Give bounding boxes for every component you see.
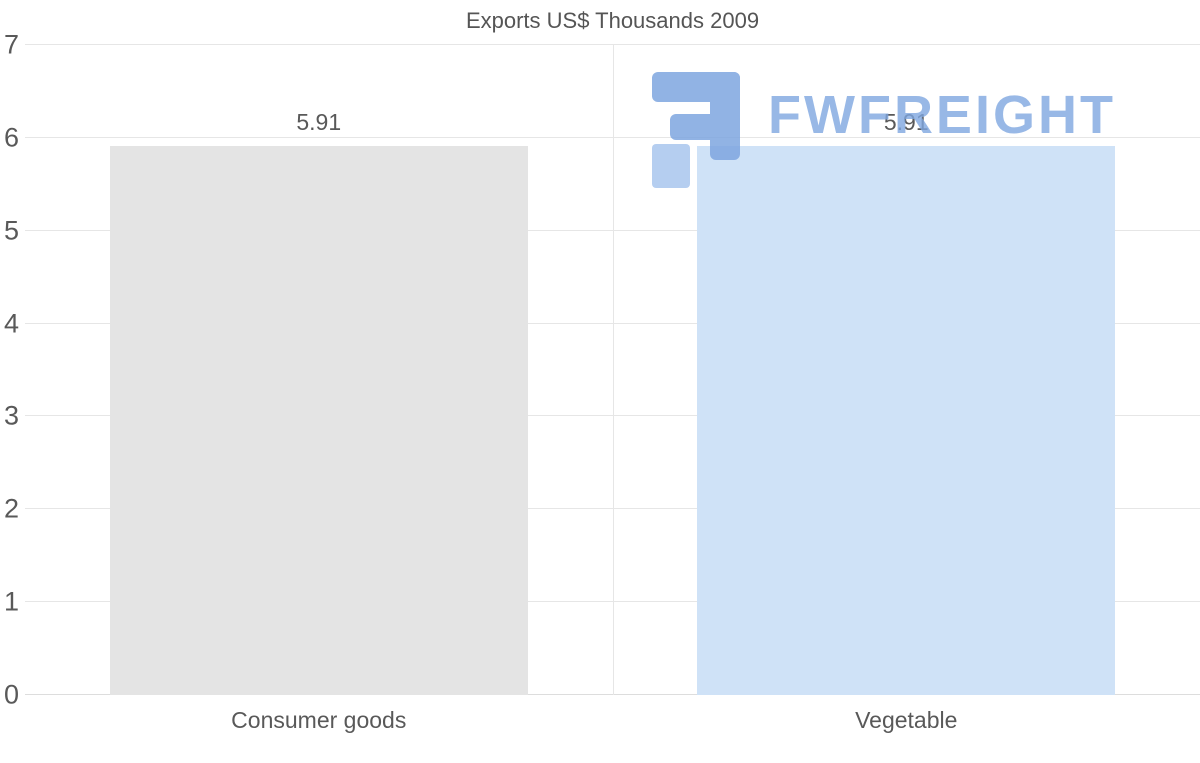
x-axis: Consumer goods Vegetable — [25, 705, 1200, 745]
y-axis-tick-label: 5 — [4, 215, 20, 246]
x-axis-category-label: Vegetable — [855, 707, 958, 733]
plot-area: 5.91 5.91 — [25, 44, 1200, 695]
v-gridline — [612, 45, 614, 695]
bar-consumer-goods — [109, 146, 528, 695]
bar-value-label: 5.91 — [883, 109, 929, 136]
bar-vegetable — [697, 146, 1116, 695]
x-axis-category-label: Consumer goods — [231, 707, 407, 733]
y-axis-tick-label: 7 — [4, 29, 20, 60]
y-axis-tick-label: 0 — [4, 679, 20, 710]
bar-value-label: 5.91 — [296, 109, 342, 136]
y-axis-tick-label: 2 — [4, 493, 20, 524]
y-axis-tick-label: 4 — [4, 308, 20, 339]
y-axis-tick-label: 6 — [4, 122, 20, 153]
chart-title: Exports US$ Thousands 2009 — [465, 8, 760, 33]
y-axis-tick-label: 1 — [4, 586, 20, 617]
y-axis: 0 1 2 3 4 5 6 7 — [0, 31, 25, 708]
h-gridline — [25, 44, 1200, 45]
y-axis-tick-label: 3 — [4, 400, 20, 431]
